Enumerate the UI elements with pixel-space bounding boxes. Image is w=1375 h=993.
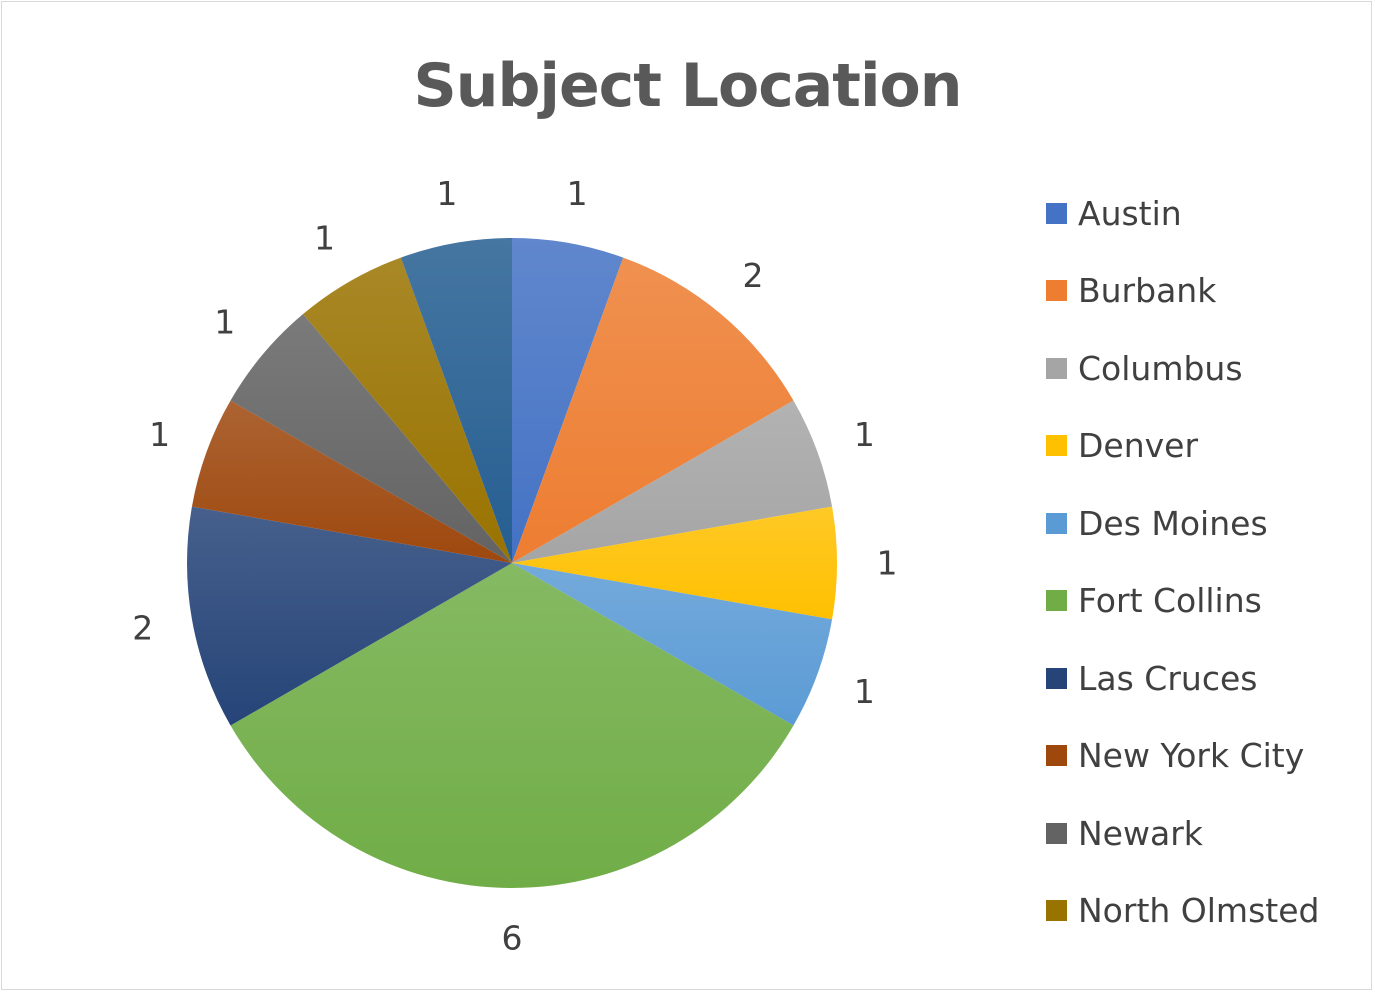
legend-label-columbus: Columbus: [1078, 348, 1243, 388]
legend-swatch-north-olmsted: [1046, 900, 1067, 921]
data-label-des-moines: 1: [854, 672, 875, 711]
pie-slice-des-moines: [512, 563, 833, 726]
pie-slice-burbank: [512, 257, 794, 563]
legend-label-las-cruces: Las Cruces: [1078, 658, 1258, 698]
pie-slice-unlabeled-slice: [400, 238, 512, 563]
data-label-columbus: 1: [854, 415, 875, 454]
legend-swatch-new-york-city: [1046, 745, 1067, 766]
legend-swatch-des-moines: [1046, 512, 1067, 534]
legend-label-fort-collins: Fort Collins: [1078, 581, 1262, 620]
legend-swatch-burbank: [1046, 280, 1067, 301]
legend-swatch-fort-collins: [1046, 590, 1067, 611]
data-label-north-olmsted: 1: [314, 219, 335, 258]
chart-title: Subject Location: [413, 51, 963, 121]
legend-label-austin: Austin: [1078, 193, 1182, 233]
data-label-new-york-city: 1: [149, 415, 170, 454]
legend-label-burbank: Burbank: [1078, 271, 1217, 310]
legend-label-new-york-city: New York City: [1078, 736, 1305, 775]
data-label-fort-collins: 6: [502, 919, 523, 958]
legend-swatch-denver: [1046, 435, 1067, 456]
legend-label-north-olmsted: North Olmsted: [1078, 891, 1320, 930]
data-label-las-cruces: 2: [132, 609, 153, 648]
data-label-unlabeled-slice: 1: [436, 174, 457, 213]
legend-swatch-austin: [1046, 202, 1067, 224]
legend-item-las-cruces: Las Cruces: [1046, 655, 1257, 701]
legend-item-burbank: Burbank: [1046, 268, 1216, 314]
pie-slices: [186, 238, 837, 888]
legend-swatch-columbus: [1046, 357, 1067, 379]
data-label-burbank: 2: [743, 256, 764, 295]
pie-slice-north-olmsted: [303, 257, 512, 563]
legend-item-fort-collins: Fort Collins: [1046, 578, 1262, 624]
legend-item-austin: Austin: [1046, 190, 1182, 236]
pie-slice-denver: [512, 506, 837, 620]
legend-label-des-moines: Des Moines: [1078, 503, 1268, 543]
data-label-denver: 1: [877, 544, 898, 583]
legend-item-denver: Denver: [1046, 423, 1198, 469]
data-labels: 1 2 1 1 1 6 2 1 1 1 1: [132, 174, 897, 957]
legend-item-new-york-city: New York City: [1046, 733, 1304, 779]
pie-slice-columbus: [512, 400, 833, 563]
pie-slice-las-cruces: [186, 506, 512, 726]
legend-item-newark: Newark: [1046, 810, 1203, 856]
pie-slice-newark: [230, 314, 512, 563]
data-label-austin: 1: [567, 174, 588, 213]
legend-item-des-moines: Des Moines: [1046, 500, 1268, 546]
data-label-newark: 1: [214, 302, 235, 341]
legend-label-denver: Denver: [1078, 426, 1199, 465]
legend-label-newark: Newark: [1078, 813, 1203, 853]
legend-swatch-newark: [1046, 822, 1067, 844]
pie-slice-new-york-city: [191, 400, 512, 563]
legend-item-columbus: Columbus: [1046, 345, 1243, 391]
pie-slice-austin: [512, 238, 624, 563]
legend-item-north-olmsted: North Olmsted: [1046, 888, 1319, 934]
legend-swatch-las-cruces: [1046, 667, 1067, 689]
